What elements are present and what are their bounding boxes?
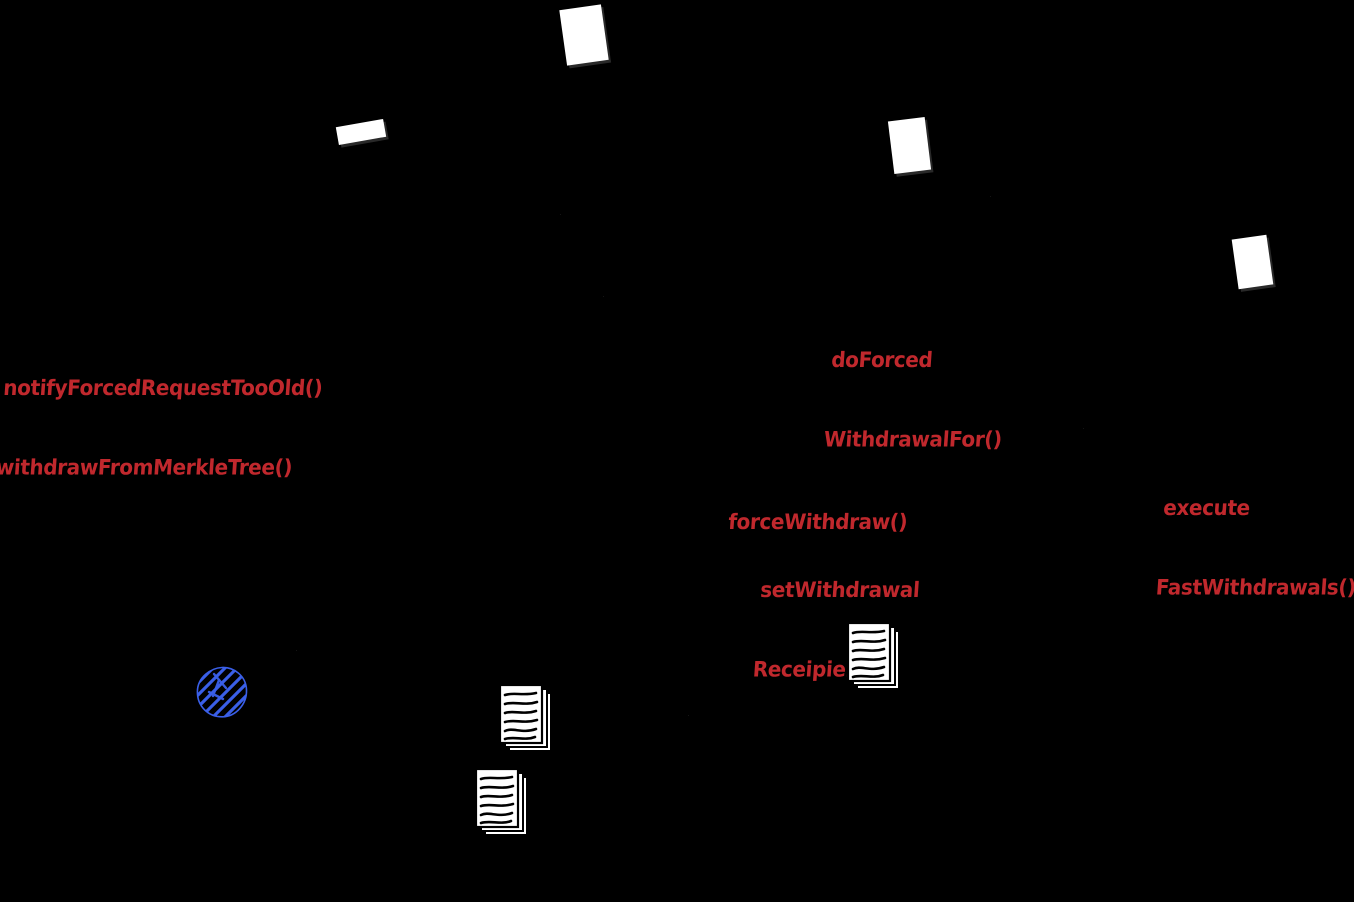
doc-stack-right[interactable]: [845, 621, 907, 695]
hatch-circle-blue[interactable]: [196, 666, 248, 718]
label-execute-fast-withdrawals[interactable]: execute FastWithdrawals(): [1153, 442, 1354, 654]
ink-speck: [603, 296, 604, 297]
ink-speck: [560, 214, 561, 215]
sticky-note-top-left[interactable]: [335, 118, 387, 146]
hatch-circle-outline: [196, 666, 248, 718]
label-line: FastWithdrawals(): [1154, 574, 1354, 600]
label-line: withdrawFromMerkleTree(): [0, 454, 294, 480]
ink-speck: [688, 715, 689, 716]
sticky-note-top-right[interactable]: [887, 116, 932, 175]
ink-speck: [990, 196, 991, 197]
label-line: execute: [1162, 495, 1251, 521]
doc-stack-left-lower[interactable]: [473, 767, 535, 841]
sticky-note-top-center[interactable]: [559, 4, 609, 66]
label-line: doForced: [830, 347, 934, 373]
sticky-note-right[interactable]: [1231, 234, 1274, 290]
ink-speck: [296, 650, 297, 651]
label-line: setWithdrawal: [759, 577, 921, 603]
doc-stack-left-upper[interactable]: [497, 683, 559, 757]
ink-speck: [1083, 428, 1084, 429]
label-line: notifyForcedRequestTooOld(): [2, 375, 324, 401]
label-notify-forced-request-too-old[interactable]: notifyForcedRequestTooOld() withdrawFrom…: [0, 322, 327, 534]
label-line: WithdrawalFor(): [822, 426, 1003, 452]
